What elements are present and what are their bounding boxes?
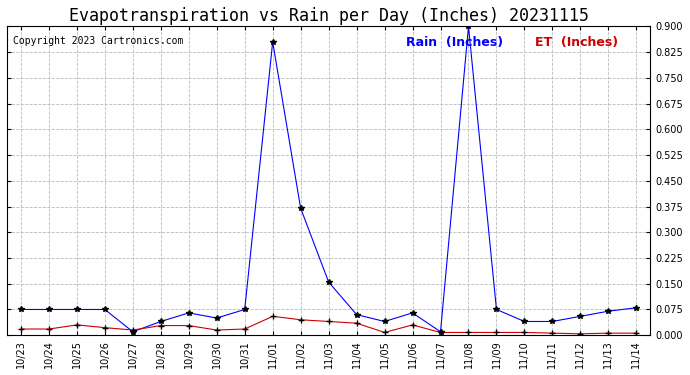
Title: Evapotranspiration vs Rain per Day (Inches) 20231115: Evapotranspiration vs Rain per Day (Inch… — [68, 7, 589, 25]
Text: Rain  (Inches): Rain (Inches) — [406, 36, 503, 49]
Text: Copyright 2023 Cartronics.com: Copyright 2023 Cartronics.com — [13, 36, 184, 46]
Text: ET  (Inches): ET (Inches) — [535, 36, 618, 49]
